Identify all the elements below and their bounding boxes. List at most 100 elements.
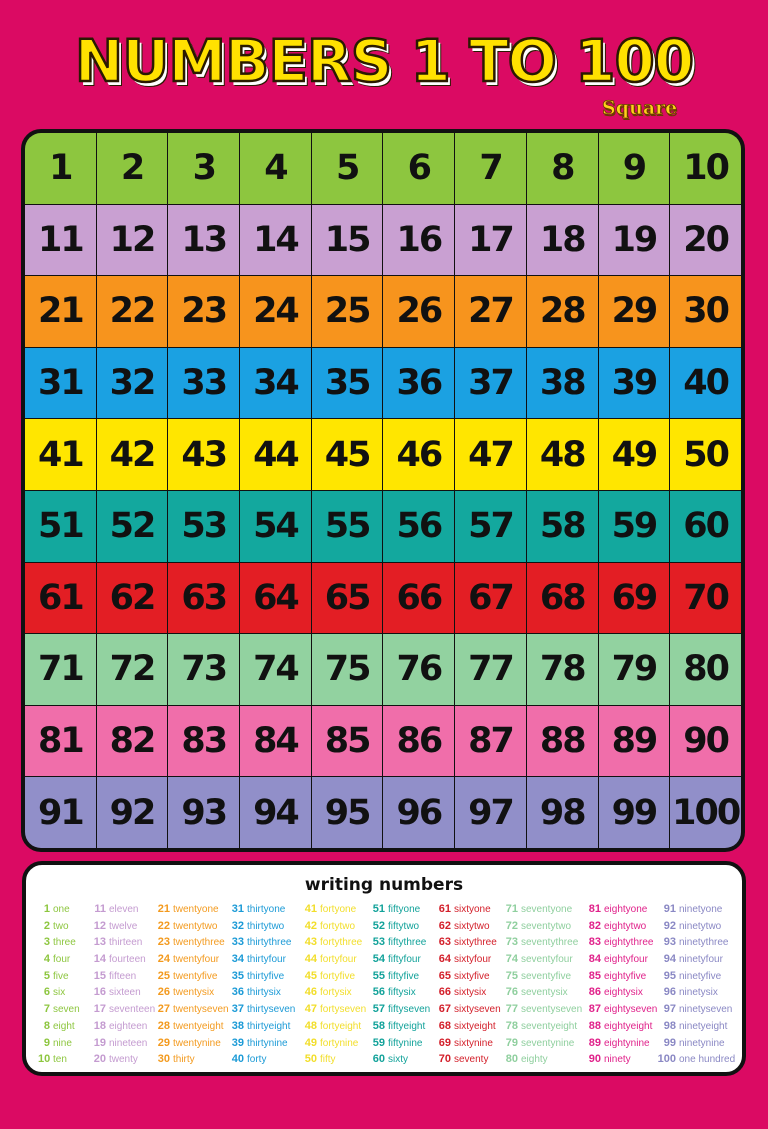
number-cell: 38	[526, 347, 598, 419]
number-word: seventysix	[521, 987, 568, 999]
number-word-item: 34 thirtyfour	[226, 951, 295, 968]
number-word-item: 6 six	[38, 984, 80, 1001]
number-word: forty	[247, 1054, 267, 1066]
number-digit: 74	[505, 953, 518, 966]
number-digit: 10	[38, 1053, 51, 1066]
number-word-item: 10 ten	[38, 1051, 80, 1068]
number-word-item: 96 ninetysix	[652, 984, 735, 1001]
number-digit: 87	[588, 1003, 601, 1016]
number-cell: 82	[96, 705, 168, 777]
number-digit: 4	[43, 953, 50, 966]
number-word-item: 98 ninetyeight	[652, 1018, 735, 1035]
number-word-item: 64 sixtyfour	[433, 951, 501, 968]
number-digit: 51	[372, 903, 385, 915]
number-word: sixtynine	[454, 1037, 493, 1049]
number-digit: 90	[588, 1053, 601, 1066]
number-digit: 2	[43, 919, 50, 932]
number-cell: 99	[598, 777, 670, 848]
number-word-item: 23 twentythree	[152, 934, 229, 951]
number-word: eightyone	[604, 904, 648, 915]
number-word-item: 79 seventynine	[500, 1035, 582, 1052]
number-digit: 19	[93, 1036, 106, 1049]
number-digit: 82	[588, 919, 601, 932]
number-cell: 78	[526, 634, 598, 705]
number-word-item: 9 nine	[38, 1035, 80, 1052]
number-cell: 2	[96, 133, 168, 204]
number-word: eightynine	[604, 1037, 650, 1049]
number-cell: 80	[670, 634, 741, 705]
number-cell: 25	[311, 276, 383, 347]
number-word: six	[53, 987, 66, 999]
number-word-item: 94 ninetyfour	[652, 951, 735, 968]
number-digit: 50	[304, 1053, 317, 1066]
number-word: sixtyseven	[454, 1004, 501, 1016]
number-word-item: 40 forty	[226, 1051, 295, 1068]
number-word-item: 31 thirtyone	[226, 901, 295, 918]
number-cell: 28	[526, 276, 598, 347]
number-word-item: 51 fiftyone	[367, 901, 430, 918]
number-word-item: 49 fortynine	[299, 1035, 366, 1052]
number-cell: 16	[383, 204, 455, 276]
number-digit: 59	[372, 1036, 385, 1049]
number-cell: 46	[383, 419, 455, 490]
number-word: ninetyeight	[679, 1020, 728, 1032]
number-word: seventytwo	[521, 920, 572, 932]
number-digit: 47	[304, 1003, 317, 1016]
number-word-item: 88 eightyeight	[583, 1018, 657, 1035]
hundred-square-grid: 1 2 3 4 5 6 7 8 9 10 11 12 13 14 15 16 17 18 19 20 21 22 23 24 2…	[21, 129, 745, 852]
number-cell: 18	[526, 204, 598, 276]
number-word-item: 75 seventyfive	[500, 968, 582, 985]
number-word: sixtyfive	[454, 970, 490, 982]
number-digit: 42	[304, 919, 317, 932]
number-digit: 91	[663, 903, 676, 915]
number-cell: 8	[526, 133, 598, 204]
number-digit: 80	[505, 1053, 518, 1066]
number-cell: 91	[25, 777, 96, 848]
number-word-item: 69 sixtynine	[433, 1035, 501, 1052]
number-word: fifty	[320, 1054, 336, 1066]
number-cell: 56	[383, 490, 455, 562]
number-word: thirtysix	[247, 987, 281, 999]
number-cell: 98	[526, 777, 598, 848]
number-word-item: 26 twentysix	[152, 984, 229, 1001]
number-digit: 100	[657, 1053, 676, 1066]
number-cell: 65	[311, 562, 383, 634]
number-word: seventythree	[521, 937, 579, 949]
number-digit: 75	[505, 969, 518, 982]
number-word-item: 18 eighteen	[88, 1018, 155, 1035]
number-word-item: 80 eighty	[500, 1051, 582, 1068]
number-cell: 69	[598, 562, 670, 634]
number-word: twentyseven	[173, 1004, 229, 1016]
number-word-item: 16 sixteen	[88, 984, 155, 1001]
number-word-item: 41 fortyone	[299, 901, 366, 918]
number-word: fortyseven	[320, 1004, 367, 1016]
number-word: fiftynine	[388, 1037, 423, 1049]
number-word: fiftyfour	[388, 954, 421, 966]
number-word: twentyfour	[173, 954, 220, 966]
number-cell: 92	[96, 777, 168, 848]
number-cell: 100	[670, 777, 741, 848]
number-word: eightyeight	[604, 1020, 653, 1032]
number-word: fiftyfive	[388, 970, 420, 982]
number-word: thirtythree	[247, 937, 292, 949]
number-digit: 35	[231, 969, 244, 982]
number-cell: 76	[383, 634, 455, 705]
word-column: 41 fortyone 42 fortytwo 43 fortythree 44 fortyf…	[299, 901, 366, 1068]
number-word: thirty	[173, 1054, 195, 1066]
number-word: thirtynine	[247, 1037, 288, 1049]
number-digit: 20	[93, 1053, 106, 1066]
number-digit: 6	[43, 986, 50, 999]
number-cell: 26	[383, 276, 455, 347]
number-cell: 94	[240, 777, 311, 848]
poster-subtitle: Square	[602, 97, 678, 120]
number-digit: 38	[231, 1019, 244, 1032]
number-word-item: 84 eightyfour	[583, 951, 657, 968]
number-word-item: 76 seventysix	[500, 984, 582, 1001]
number-word-item: 47 fortyseven	[299, 1001, 366, 1018]
number-word: eightythree	[604, 937, 654, 949]
number-word-item: 61 sixtyone	[433, 901, 501, 918]
number-word-item: 87 eightyseven	[583, 1001, 658, 1018]
number-cell: 14	[240, 204, 311, 276]
number-digit: 49	[304, 1036, 317, 1049]
number-word: twentynine	[173, 1037, 221, 1049]
